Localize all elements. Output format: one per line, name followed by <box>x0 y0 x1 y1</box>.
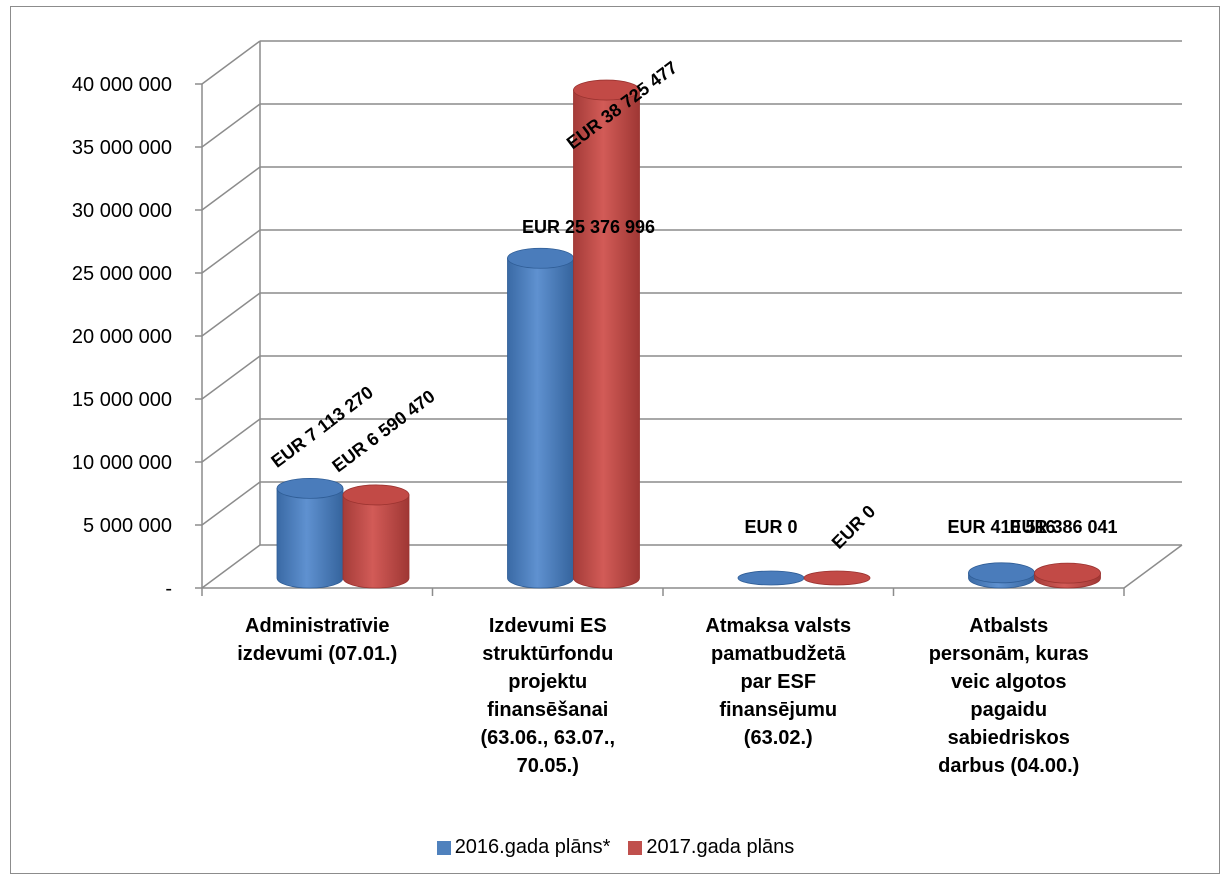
y-tick-label: 20 000 000 <box>72 326 172 348</box>
bar-top-2-1 <box>573 79 640 101</box>
bar-1-0 <box>276 487 344 589</box>
bar-top-2-3 <box>1034 562 1101 584</box>
bar-top-2-0 <box>342 484 410 506</box>
gridline-depth-7 <box>201 103 261 148</box>
bar-1-1 <box>507 257 574 589</box>
data-label-1-1: EUR 25 376 996 <box>522 217 655 237</box>
bar-top-1-3 <box>968 562 1035 584</box>
bar-2-2 <box>803 570 871 586</box>
legend: 2016.gada plāns* 2017.gada plāns <box>0 836 1231 859</box>
y-tick-label: 10 000 000 <box>72 452 172 474</box>
y-tick-label: 35 000 000 <box>72 137 172 159</box>
y-tick-label: 15 000 000 <box>72 389 172 411</box>
data-label-1-2: EUR 0 <box>744 517 797 537</box>
bar-1-2 <box>737 570 805 586</box>
y-tick-label: 30 000 000 <box>72 200 172 222</box>
legend-swatch-series-1 <box>436 840 451 855</box>
gridline-depth-2 <box>201 418 261 463</box>
data-label-1-3: EUR 410 516 <box>947 517 1055 537</box>
x-axis-depth <box>1123 544 1183 589</box>
legend-label-series-1: 2016.gada plāns* <box>454 836 611 858</box>
gridline-depth-1 <box>201 481 261 526</box>
legend-item-series-1: 2016.gada plāns* <box>436 836 611 859</box>
bar-2-1 <box>573 89 640 589</box>
legend-item-series-2: 2017.gada plāns <box>628 836 794 859</box>
x-category-label: Atmaksa valsts pamatbudžetā par ESF fina… <box>705 615 852 749</box>
y-tick-label: 25 000 000 <box>72 263 172 285</box>
x-category-label: Administratīvie izdevumi (07.01.) <box>237 615 398 665</box>
gridline-depth-4 <box>201 292 261 337</box>
gridline-depth-0 <box>201 544 261 589</box>
gridline-depth-5 <box>201 229 261 274</box>
gridline-depth-3 <box>201 355 261 400</box>
x-category-label: Atbalsts personām, kuras veic algotos pa… <box>928 615 1089 777</box>
legend-label-series-2: 2017.gada plāns <box>646 836 795 858</box>
bar-top-1-0 <box>276 477 344 499</box>
bar-2-0 <box>342 494 410 589</box>
gridline-depth-6 <box>201 166 261 211</box>
gridline-depth-8 <box>201 40 261 85</box>
bar-top-1-1 <box>507 247 574 269</box>
data-label-2-3: EUR 386 041 <box>1009 517 1117 537</box>
y-tick-label: 40 000 000 <box>72 74 172 96</box>
y-tick-label: 5 000 000 <box>83 515 172 537</box>
x-category-label: Izdevumi ES struktūrfondu projektu finan… <box>480 615 616 777</box>
y-tick-label: - <box>165 578 172 600</box>
legend-swatch-series-2 <box>628 840 643 855</box>
